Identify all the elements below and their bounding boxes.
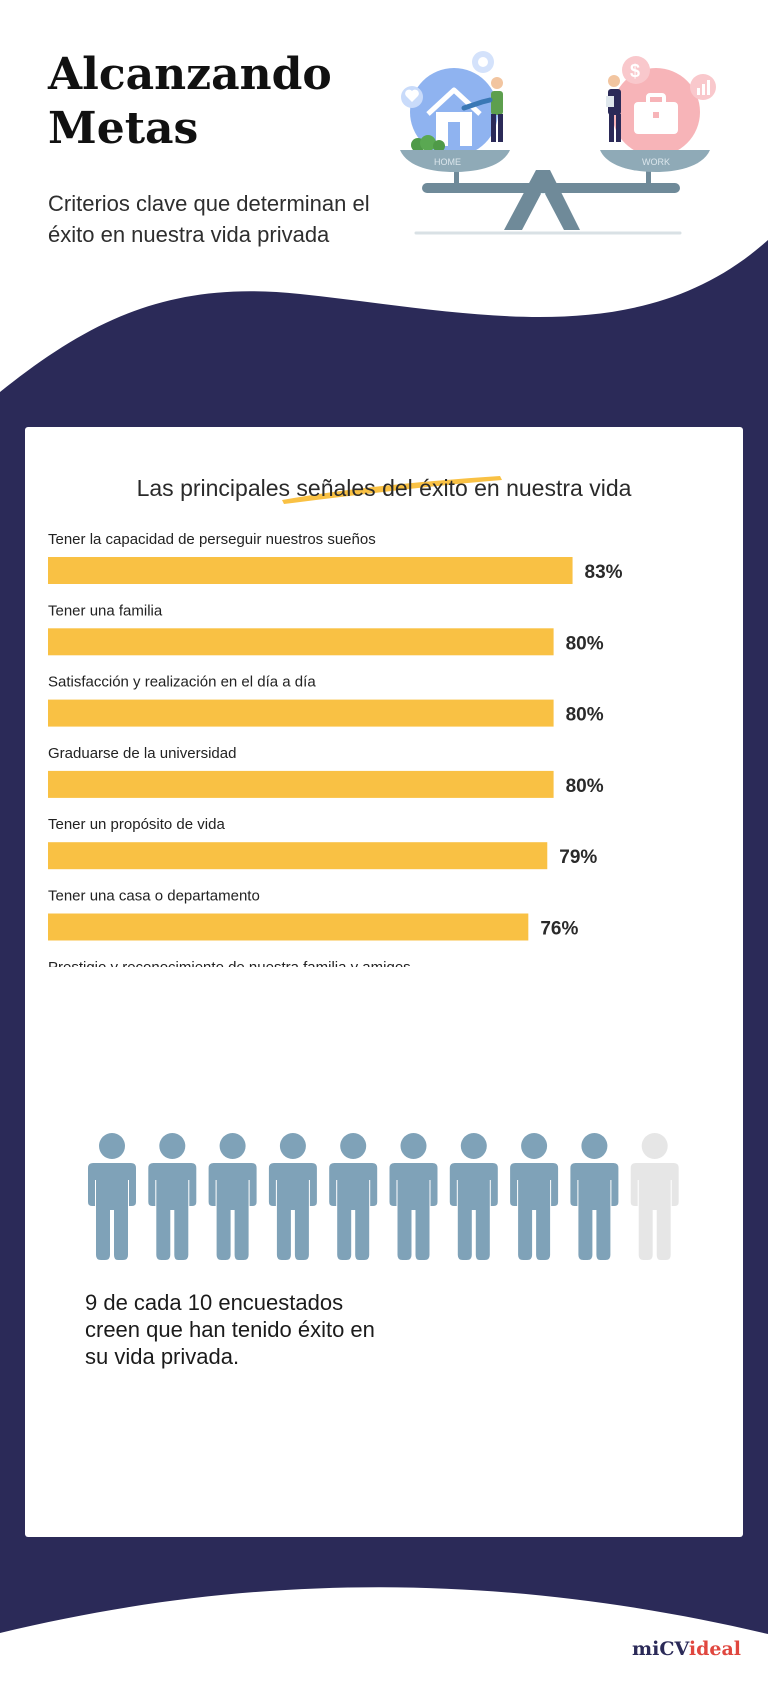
- bar-category-label: Graduarse de la universidad: [48, 745, 236, 762]
- bar-value-label: 80%: [566, 705, 604, 726]
- bar-value-label: 76%: [540, 919, 578, 940]
- home-label: HOME: [434, 157, 461, 167]
- page-subtitle: Criterios clave que determinan el éxito …: [48, 191, 370, 247]
- heart-icon: [401, 86, 423, 108]
- person-icon: [570, 1133, 619, 1260]
- page-title: Alcanzando Metas: [48, 49, 332, 154]
- bar: [48, 842, 548, 870]
- person-icon: [630, 1133, 679, 1260]
- bar-category-label: Tener una casa o departamento: [48, 888, 260, 905]
- bar-chart: Tener la capacidad de perseguir nuestros…: [48, 531, 623, 967]
- bar-category-label: Prestigio y reconocimiento de nuestra fa…: [48, 959, 411, 967]
- person-icon: [449, 1133, 498, 1260]
- person-icon: [510, 1133, 559, 1260]
- bar: [48, 628, 554, 656]
- work-life-balance-illustration: HOME $ WORK: [400, 51, 716, 235]
- person-icon: [88, 1133, 136, 1260]
- dollar-icon: $: [622, 56, 650, 84]
- svg-text:$: $: [630, 61, 640, 81]
- bar: [48, 913, 529, 941]
- brand-logo-part1: miCV: [632, 1638, 689, 1660]
- bar-value-label: 83%: [585, 562, 623, 583]
- title-highlight-stroke: [282, 476, 502, 504]
- results-card: Las principales señales del éxito en nue…: [25, 427, 743, 1537]
- bar: [48, 699, 554, 727]
- person-icon: [389, 1133, 438, 1260]
- bar-category-label: Satisfacción y realización en el día a d…: [48, 674, 316, 691]
- bar-value-label: 80%: [566, 633, 604, 654]
- brand-logo-part2: ideal: [688, 1638, 741, 1660]
- survey-stat-text: 9 de cada 10 encuestados creen que han t…: [85, 1290, 375, 1369]
- person-icon: [208, 1133, 257, 1260]
- brand-logo: miCVideal: [632, 1638, 741, 1660]
- bar: [48, 770, 554, 798]
- work-label: WORK: [642, 157, 670, 167]
- person-icon: [268, 1133, 317, 1260]
- bar: [48, 557, 573, 584]
- bar-category-label: Tener un propósito de vida: [48, 816, 225, 833]
- bar-value-label: 80%: [566, 776, 604, 797]
- person-icon: [329, 1133, 378, 1260]
- bar-category-label: Tener una familia: [48, 602, 163, 619]
- chart-title: Las principales señales del éxito en nue…: [136, 475, 632, 501]
- people-pictogram: [88, 1133, 679, 1260]
- bar-category-label: Tener la capacidad de perseguir nuestros…: [48, 531, 376, 548]
- house-icon: [410, 68, 498, 156]
- person-icon: [148, 1133, 197, 1260]
- briefcase-icon: [612, 68, 700, 156]
- chart-icon: [690, 74, 716, 100]
- bar-value-label: 79%: [559, 847, 597, 868]
